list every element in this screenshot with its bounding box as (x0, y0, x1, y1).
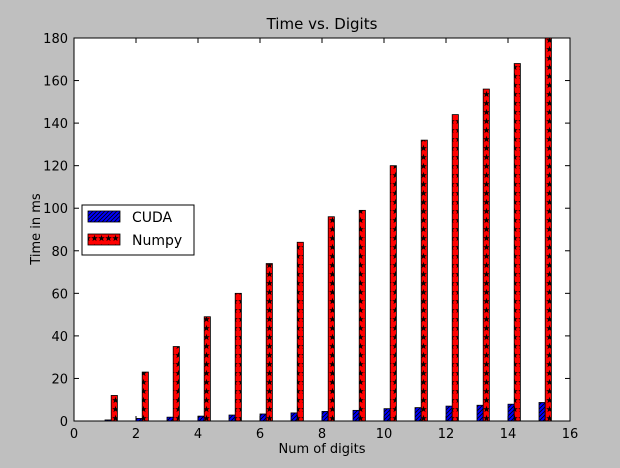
bar-numpy-12 (451, 114, 459, 422)
x-tick-label: 8 (318, 427, 326, 442)
y-tick-label: 140 (43, 117, 68, 132)
bar-numpy-4 (203, 316, 211, 422)
bar-cuda-6 (259, 413, 267, 422)
bar-numpy-13 (482, 88, 490, 422)
bar-numpy-10 (389, 165, 397, 422)
legend: CUDA Numpy (81, 204, 195, 256)
y-tick-label: 20 (51, 372, 68, 387)
y-tick-label: 40 (51, 330, 68, 345)
x-axis-label: Num of digits (278, 442, 365, 457)
x-tick-label: 10 (376, 427, 393, 442)
y-tick-label: 180 (43, 32, 68, 47)
y-tick-label: 60 (51, 287, 68, 302)
x-tick-label: 0 (70, 427, 78, 442)
bar-numpy-2 (141, 371, 149, 422)
legend-swatch-cuda (87, 210, 121, 223)
bar-cuda-11 (414, 407, 422, 422)
bar-cuda-12 (445, 405, 453, 422)
x-tick-label: 16 (562, 427, 579, 442)
bar-numpy-8 (327, 216, 335, 422)
x-tick-label: 2 (132, 427, 140, 442)
bar-numpy-5 (234, 292, 242, 422)
x-tick-label: 12 (438, 427, 455, 442)
bar-numpy-14 (513, 63, 521, 422)
bar-cuda-9 (352, 409, 360, 422)
bar-numpy-11 (420, 139, 428, 422)
x-tick-label: 6 (256, 427, 264, 442)
bar-numpy-9 (358, 209, 366, 422)
bar-numpy-6 (265, 263, 273, 422)
bar-cuda-14 (507, 403, 515, 422)
bar-numpy-15 (544, 37, 552, 422)
y-tick-label: 0 (60, 415, 68, 430)
bar-cuda-7 (290, 412, 298, 422)
y-tick-label: 80 (51, 245, 68, 260)
y-axis-label: Time in ms (29, 193, 44, 266)
bar-cuda-10 (383, 408, 391, 422)
bar-cuda-8 (321, 411, 329, 422)
y-tick-label: 160 (43, 75, 68, 90)
bar-cuda-5 (228, 414, 236, 422)
legend-label-numpy: Numpy (132, 233, 182, 249)
bar-cuda-15 (538, 402, 546, 422)
chart-title: Time vs. Digits (266, 15, 378, 33)
bar-numpy-7 (296, 241, 304, 422)
y-tick-label: 120 (43, 160, 68, 175)
bar-numpy-3 (172, 346, 180, 422)
legend-label-cuda: CUDA (132, 210, 173, 226)
y-tick-label: 100 (43, 202, 68, 217)
bar-cuda-4 (197, 415, 205, 422)
bar-cuda-3 (166, 416, 174, 422)
bar-cuda-13 (476, 404, 484, 422)
legend-swatch-numpy (87, 233, 121, 246)
bar-numpy-1 (110, 395, 118, 422)
x-tick-label: 4 (194, 427, 202, 442)
x-tick-label: 14 (500, 427, 517, 442)
